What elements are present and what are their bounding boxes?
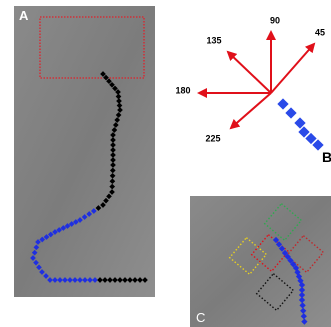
- panel-label: B: [322, 149, 331, 165]
- arrow: [231, 93, 271, 128]
- marker: [285, 107, 296, 118]
- trajectory: [277, 98, 323, 150]
- direction-label: 45: [315, 27, 325, 37]
- direction-arrows: [199, 32, 314, 128]
- direction-label: 225: [205, 133, 220, 143]
- figure: A 90 45 135 180 225 B C: [0, 0, 331, 327]
- panel-b: 90 45 135 180 225 B: [175, 15, 331, 165]
- arrow: [228, 52, 271, 93]
- direction-label: 90: [270, 15, 280, 25]
- panel-label: C: [196, 310, 205, 325]
- direction-label: 180: [175, 85, 190, 95]
- direction-label: 135: [206, 35, 221, 45]
- panel-c: C: [190, 196, 331, 327]
- panel-a: A: [14, 6, 155, 297]
- page: A 90 45 135 180 225 B C (() => { const d…: [0, 0, 331, 327]
- marker: [277, 98, 288, 109]
- panel-label: A: [19, 8, 29, 23]
- arrow: [271, 44, 314, 93]
